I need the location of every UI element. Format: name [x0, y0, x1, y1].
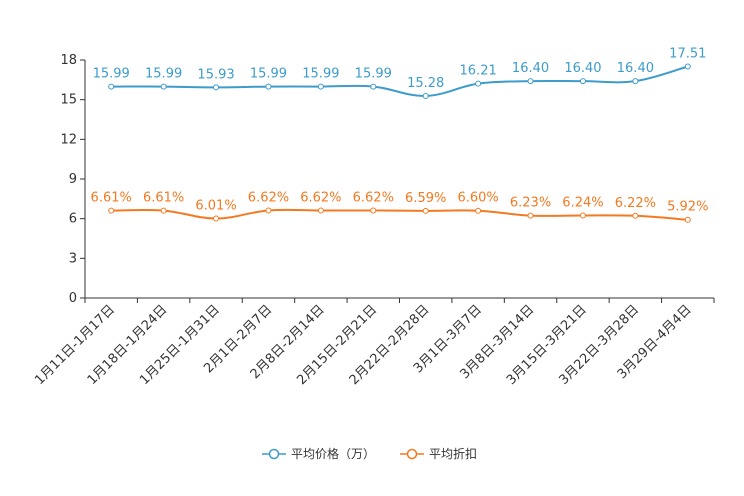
y-tick-label: 0	[69, 291, 77, 306]
data-point	[213, 84, 220, 91]
data-point	[108, 207, 115, 214]
data-point	[317, 83, 324, 90]
data-label: 15.99	[145, 67, 182, 82]
legend-item-1: 平均价格（万）	[262, 446, 375, 461]
series-line	[111, 65, 689, 97]
data-label: 6.61%	[91, 191, 132, 206]
data-point	[632, 212, 639, 219]
data-point	[317, 207, 324, 214]
data-point	[632, 78, 639, 85]
data-label: 15.99	[250, 67, 287, 82]
data-label: 6.01%	[195, 199, 236, 214]
data-label: 15.99	[355, 67, 392, 82]
data-point	[527, 78, 534, 85]
data-point	[579, 212, 586, 219]
legend-marker	[268, 448, 280, 460]
data-label: 15.93	[197, 67, 234, 82]
data-label: 6.24%	[562, 195, 603, 210]
data-point	[527, 212, 534, 219]
data-point	[475, 80, 482, 87]
data-point	[422, 207, 429, 214]
data-label: 5.92%	[667, 200, 708, 215]
series-line	[111, 208, 688, 221]
data-point	[265, 83, 272, 90]
data-label: 6.62%	[353, 190, 394, 205]
data-label: 6.59%	[405, 191, 446, 206]
data-label: 6.62%	[248, 190, 289, 205]
data-label: 6.23%	[510, 196, 551, 211]
y-tick-label: 3	[69, 251, 77, 266]
data-label: 16.40	[564, 61, 601, 76]
data-point	[265, 207, 272, 214]
data-label: 15.99	[93, 67, 130, 82]
y-tick-label: 9	[69, 172, 77, 187]
data-label: 16.40	[617, 61, 654, 76]
data-point	[684, 63, 691, 70]
y-tick-label: 15	[60, 93, 77, 108]
data-point	[370, 83, 377, 90]
data-label: 17.51	[669, 46, 706, 61]
data-point	[160, 83, 167, 90]
data-label: 16.21	[460, 64, 497, 79]
data-point	[579, 78, 586, 85]
data-point	[108, 83, 115, 90]
data-label: 16.40	[512, 61, 549, 76]
legend-label: 平均折扣	[429, 446, 477, 461]
series-2: 6.61% 6.61% 6.01% 6.62% 6.62% 6.62% 6.59% 6.60%…	[91, 190, 708, 223]
data-point	[475, 207, 482, 214]
series-1: 15.99 15.99 15.93 15.99 15.99 15.99 15.28 16.21…	[93, 46, 706, 99]
data-label: 6.61%	[143, 191, 184, 206]
data-point	[160, 207, 167, 214]
y-tick-label: 18	[60, 53, 77, 68]
data-point	[213, 215, 220, 222]
data-point	[684, 216, 691, 223]
data-label: 6.22%	[615, 196, 656, 211]
y-tick-label: 6	[69, 212, 77, 227]
data-label: 15.28	[407, 76, 444, 91]
data-label: 6.62%	[300, 190, 341, 205]
data-label: 6.60%	[457, 191, 498, 206]
data-point	[422, 92, 429, 99]
legend-marker	[406, 448, 418, 460]
legend-item-2: 平均折扣	[400, 446, 477, 461]
data-point	[370, 207, 377, 214]
data-label: 15.99	[302, 67, 339, 82]
legend-label: 平均价格（万）	[291, 446, 375, 461]
y-tick-label: 12	[60, 132, 77, 147]
